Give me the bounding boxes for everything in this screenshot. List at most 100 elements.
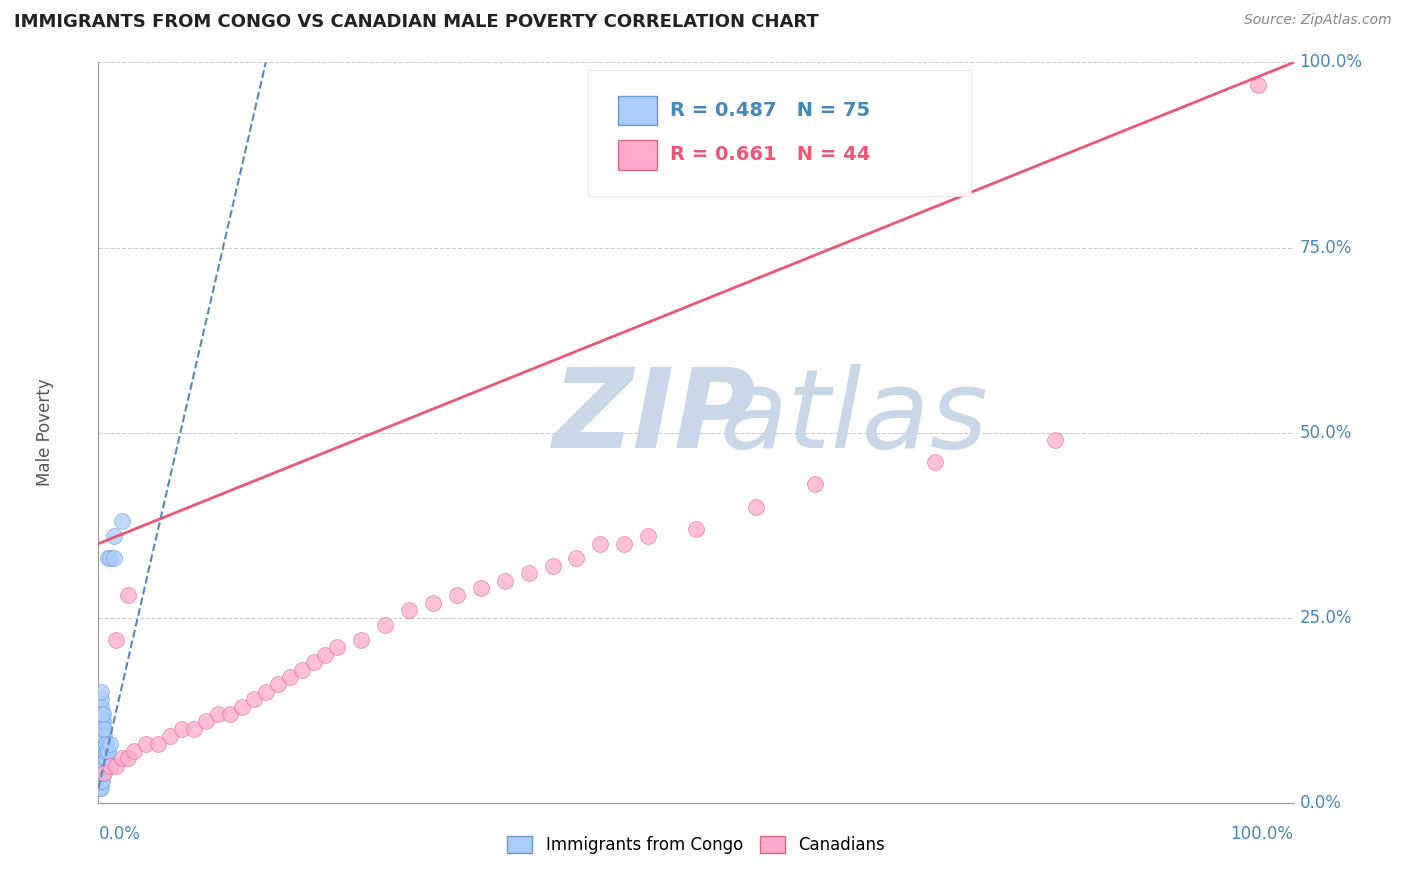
Point — [97, 744, 120, 758]
Point — [90, 773, 112, 788]
Point — [91, 714, 114, 729]
Text: 100.0%: 100.0% — [1299, 54, 1362, 71]
Point — [94, 751, 117, 765]
Point — [517, 566, 540, 581]
Point — [207, 706, 229, 721]
Point — [91, 722, 114, 736]
Point — [613, 536, 636, 550]
Point — [105, 632, 128, 647]
Point — [89, 780, 111, 795]
Point — [90, 722, 112, 736]
Point — [89, 780, 111, 795]
Point — [350, 632, 373, 647]
Point — [159, 729, 181, 743]
Point — [89, 737, 111, 751]
Point — [97, 551, 120, 566]
Point — [183, 722, 205, 736]
FancyBboxPatch shape — [589, 70, 972, 195]
Point — [91, 737, 114, 751]
Point — [91, 766, 114, 780]
Point — [91, 714, 114, 729]
Point — [89, 737, 111, 751]
Point — [89, 729, 111, 743]
Point — [89, 766, 111, 780]
Point — [1247, 78, 1270, 92]
Point — [91, 737, 114, 751]
Point — [291, 663, 314, 677]
Point — [91, 706, 114, 721]
Point — [195, 714, 218, 729]
Point — [470, 581, 492, 595]
Point — [93, 766, 115, 780]
Point — [90, 729, 112, 743]
Point — [90, 744, 112, 758]
Point — [541, 558, 564, 573]
Point — [422, 596, 444, 610]
Point — [90, 766, 112, 780]
Text: R = 0.487   N = 75: R = 0.487 N = 75 — [669, 101, 870, 120]
Point — [243, 692, 266, 706]
Point — [745, 500, 768, 514]
Point — [90, 737, 112, 751]
Text: 0.0%: 0.0% — [1299, 794, 1341, 812]
Point — [231, 699, 253, 714]
Point — [89, 706, 111, 721]
Point — [90, 714, 112, 729]
Point — [117, 751, 139, 765]
Point — [90, 699, 112, 714]
Text: Source: ZipAtlas.com: Source: ZipAtlas.com — [1244, 13, 1392, 28]
Point — [89, 758, 111, 772]
Point — [148, 737, 170, 751]
Point — [374, 618, 396, 632]
Point — [93, 744, 115, 758]
Point — [91, 729, 114, 743]
Point — [685, 522, 707, 536]
Point — [124, 744, 146, 758]
FancyBboxPatch shape — [619, 95, 657, 126]
Text: R = 0.661   N = 44: R = 0.661 N = 44 — [669, 145, 870, 164]
Point — [93, 758, 115, 772]
Point — [91, 773, 114, 788]
Point — [103, 529, 125, 543]
Point — [326, 640, 349, 655]
Text: ZIP: ZIP — [553, 364, 756, 471]
Point — [267, 677, 290, 691]
Point — [117, 589, 139, 603]
Point — [90, 751, 112, 765]
Point — [89, 744, 111, 758]
Point — [94, 737, 117, 751]
Point — [93, 729, 115, 743]
Point — [90, 737, 112, 751]
Point — [494, 574, 516, 588]
Point — [91, 751, 114, 765]
Point — [111, 515, 134, 529]
Point — [89, 766, 111, 780]
Point — [89, 714, 111, 729]
Point — [172, 722, 194, 736]
Text: 50.0%: 50.0% — [1299, 424, 1353, 442]
Text: IMMIGRANTS FROM CONGO VS CANADIAN MALE POVERTY CORRELATION CHART: IMMIGRANTS FROM CONGO VS CANADIAN MALE P… — [14, 13, 818, 31]
Point — [446, 589, 468, 603]
Point — [91, 744, 114, 758]
Point — [924, 455, 946, 469]
Text: 75.0%: 75.0% — [1299, 238, 1353, 257]
Point — [89, 773, 111, 788]
Point — [93, 722, 115, 736]
Point — [91, 706, 114, 721]
Point — [90, 744, 112, 758]
Legend: Immigrants from Congo, Canadians: Immigrants from Congo, Canadians — [501, 830, 891, 861]
Point — [254, 685, 277, 699]
Point — [637, 529, 659, 543]
Point — [90, 780, 112, 795]
Point — [315, 648, 337, 662]
Point — [89, 773, 111, 788]
Point — [98, 551, 122, 566]
Text: 25.0%: 25.0% — [1299, 608, 1353, 627]
Point — [89, 758, 111, 772]
Point — [111, 751, 134, 765]
Point — [91, 744, 114, 758]
Point — [398, 603, 420, 617]
FancyBboxPatch shape — [619, 140, 657, 169]
Point — [302, 655, 325, 669]
Point — [565, 551, 588, 566]
